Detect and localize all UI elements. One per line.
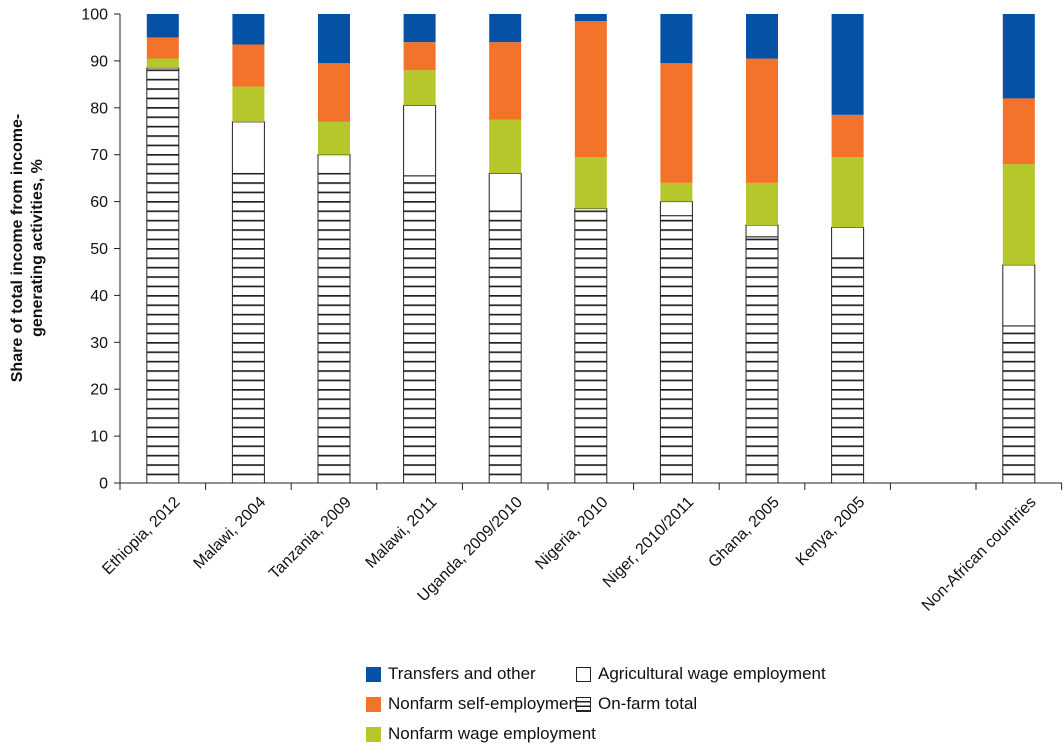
bar-segment-nfself <box>831 114 864 158</box>
bar-group <box>146 14 180 484</box>
x-tick-label: Non-African countries <box>919 494 1040 615</box>
bar-group <box>745 14 779 484</box>
bar-segment-nfwage <box>660 182 693 202</box>
bar-segment-agwage <box>231 121 265 174</box>
legend-item-nfself: Nonfarm self-employment <box>366 694 583 714</box>
legend-label-onfarm: On-farm total <box>598 694 698 713</box>
legend-item-nfwage: Nonfarm wage employment <box>366 724 596 744</box>
y-tick-label: 80 <box>90 100 108 117</box>
y-axis-title: Share of total income from income- gener… <box>9 114 46 382</box>
bar-segment-transfers <box>1002 14 1035 99</box>
bar-segment-nfself <box>489 42 522 120</box>
legend-label-agwage: Agricultural wage employment <box>598 664 826 683</box>
bar-segment-onfarm <box>488 210 522 484</box>
y-tick-label: 100 <box>81 7 108 24</box>
x-tick-label: Ghana, 2005 <box>705 494 783 572</box>
legend-swatch-transfers <box>366 666 381 682</box>
bar-segment-agwage <box>745 224 779 238</box>
legend: Transfers and other Nonfarm self-employm… <box>366 664 926 748</box>
bar-segment-nfself <box>146 37 179 59</box>
bar-segment-nfself <box>574 21 607 158</box>
legend-swatch-onfarm <box>576 696 591 712</box>
x-tick-label: Tanzania, 2009 <box>266 494 355 583</box>
bar-segment-onfarm <box>403 175 437 484</box>
bar-segment-onfarm <box>659 215 693 484</box>
bar-segment-nfwage <box>146 58 179 68</box>
x-tick-label: Malawi, 2004 <box>191 494 270 573</box>
y-tick-label: 90 <box>90 53 108 70</box>
y-tick-label: 40 <box>90 288 108 305</box>
stacked-bar-chart: Share of total income from income- gener… <box>9 7 1063 615</box>
bar-group <box>1002 14 1036 484</box>
legend-swatch-agwage <box>576 666 591 682</box>
y-tick-label: 60 <box>90 194 108 211</box>
bar-segment-agwage <box>317 154 351 174</box>
x-tick-label: Niger, 2010/2011 <box>600 494 697 591</box>
bar-group <box>403 14 437 484</box>
x-tick-label: Malawi, 2011 <box>363 494 441 572</box>
bar-segment-nfwage <box>1002 164 1035 265</box>
bar-group <box>231 14 265 484</box>
bar-segment-agwage <box>1002 264 1036 327</box>
bar-segment-nfself <box>318 63 350 122</box>
bar-group <box>574 14 608 484</box>
legend-item-transfers: Transfers and other <box>366 664 536 684</box>
bar-segment-onfarm <box>317 172 351 484</box>
legend-swatch-nfwage <box>366 726 381 742</box>
bar-segment-transfers <box>318 14 350 64</box>
legend-label-nfself: Nonfarm self-employment <box>388 694 583 713</box>
bar-segment-nfself <box>660 63 693 183</box>
y-tick-label: 50 <box>90 241 108 258</box>
bar-segment-nfself <box>746 58 778 183</box>
bar-segment-nfwage <box>403 70 436 106</box>
bar-segment-agwage <box>403 104 437 177</box>
x-tick-label: Nigeria, 2010 <box>532 494 611 573</box>
y-tick-label: 0 <box>99 476 108 493</box>
legend-item-agwage: Agricultural wage employment <box>576 664 826 684</box>
y-axis-title-line-2: generating activities, % <box>29 159 46 337</box>
bar-segment-transfers <box>746 14 778 59</box>
bar-segment-nfwage <box>232 86 265 122</box>
bar-segment-nfself <box>232 44 265 87</box>
bar-segment-transfers <box>489 14 522 43</box>
y-tick-label: 30 <box>90 335 108 352</box>
x-tick-label: Ethiopia, 2012 <box>99 494 183 578</box>
bar-segment-onfarm <box>831 257 865 484</box>
legend-item-onfarm: On-farm total <box>576 694 697 714</box>
legend-label-transfers: Transfers and other <box>388 664 536 683</box>
bar-segment-onfarm <box>1002 325 1036 484</box>
x-tick-label: Kenya, 2005 <box>793 494 869 570</box>
bar-segment-onfarm <box>231 172 265 484</box>
bar-group <box>488 14 522 484</box>
bar-segment-onfarm <box>574 210 608 484</box>
bar-segment-nfwage <box>574 157 607 209</box>
bar-segment-nfwage <box>746 182 778 226</box>
bar-segment-transfers <box>232 14 265 45</box>
bar-segment-agwage <box>488 172 522 212</box>
bar-segment-transfers <box>403 14 436 43</box>
bar-segment-nfwage <box>489 119 522 174</box>
bar-segment-transfers <box>574 14 607 22</box>
bar-segment-transfers <box>146 14 179 38</box>
y-axis-title-line-1: Share of total income from income- <box>9 114 26 382</box>
y-tick-label: 70 <box>90 147 108 164</box>
y-tick-label: 10 <box>90 429 108 446</box>
bar-group <box>317 14 351 484</box>
bar-segment-nfwage <box>318 121 350 155</box>
bar-segment-agwage <box>659 201 693 217</box>
bar-segment-nfwage <box>831 157 864 228</box>
bar-segment-agwage <box>574 208 608 212</box>
bar-segment-transfers <box>831 14 864 115</box>
bar-segment-agwage <box>831 226 865 259</box>
bar-segment-onfarm <box>146 67 180 484</box>
legend-label-nfwage: Nonfarm wage employment <box>388 724 596 743</box>
bar-segment-onfarm <box>745 236 779 484</box>
bar-group <box>659 14 693 484</box>
bar-segment-transfers <box>660 14 693 64</box>
y-tick-label: 20 <box>90 382 108 399</box>
bar-group <box>831 14 865 484</box>
bar-segment-nfself <box>403 42 436 71</box>
legend-swatch-nfself <box>366 696 381 712</box>
bar-segment-nfself <box>1002 98 1035 165</box>
